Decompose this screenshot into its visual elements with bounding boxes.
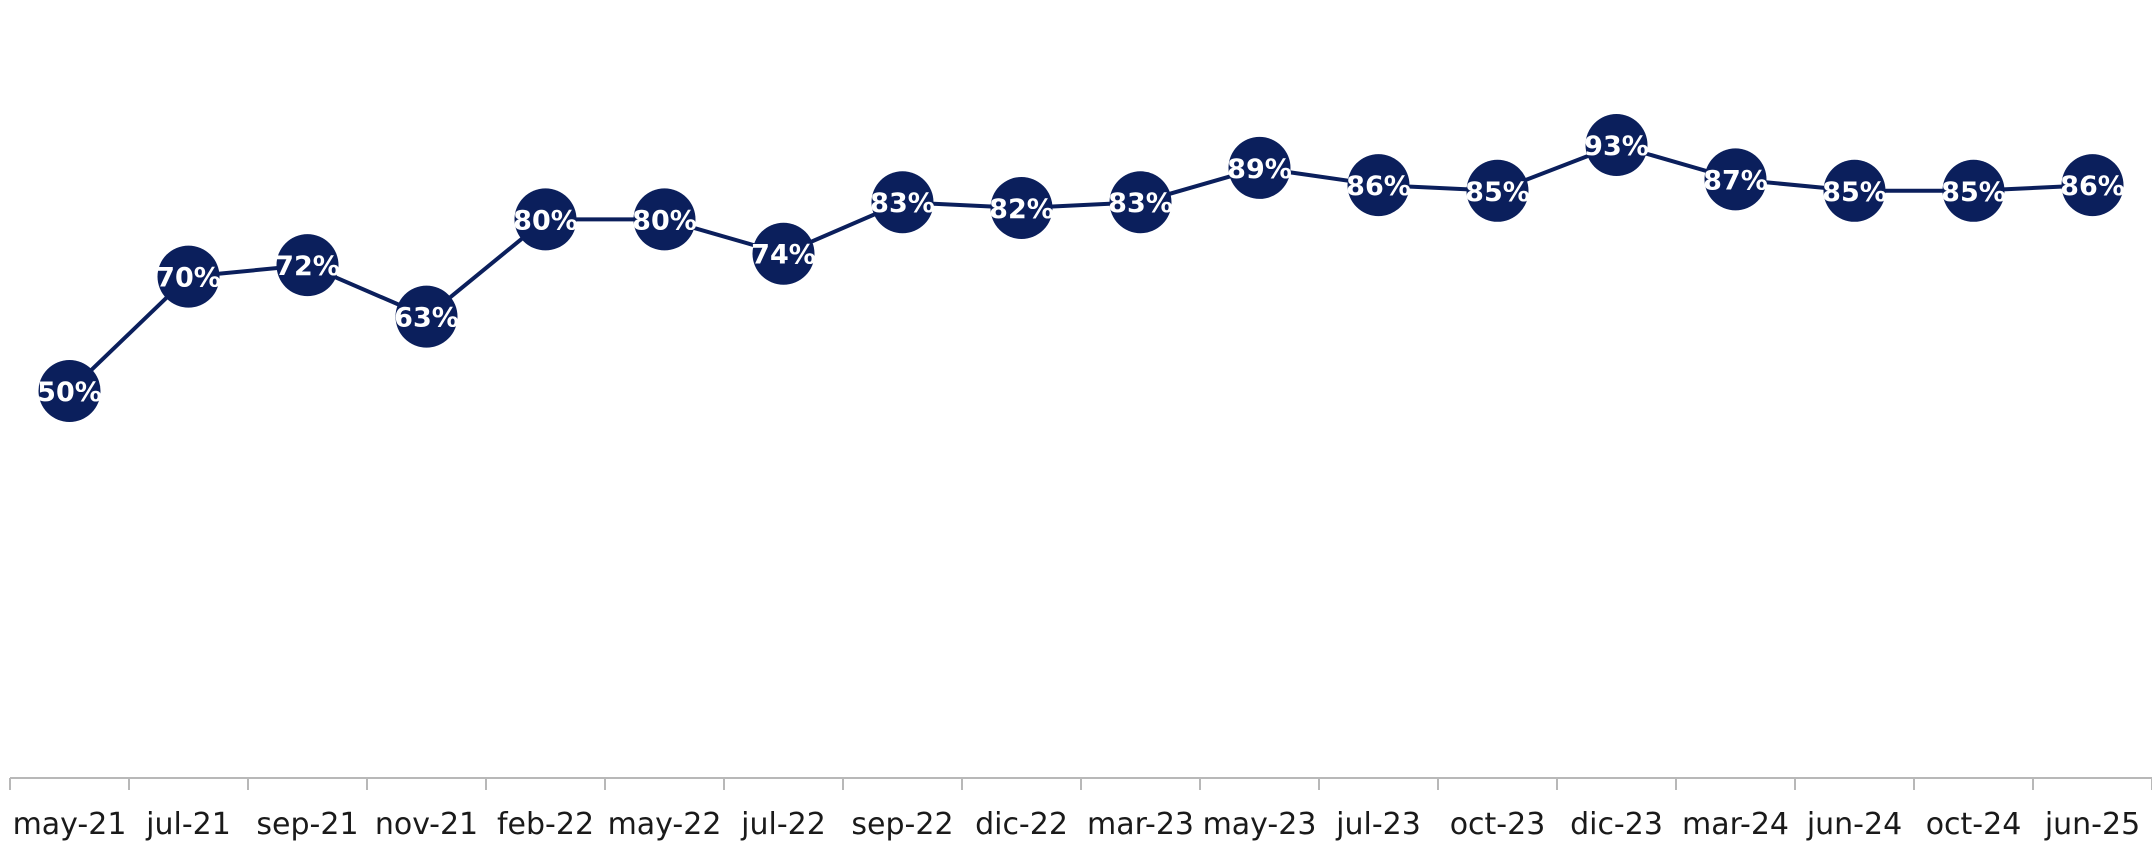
data-point-marker [633,188,696,251]
x-tick-label: jun-25 [2044,807,2140,842]
x-tick-label: oct-23 [1450,807,1546,842]
data-point-marker [1228,136,1291,199]
x-axis-labels: may-21 jul-21 sep-21 nov-21 feb-22 may-22 jul-… [13,807,2141,842]
x-tick-label: jul-21 [145,807,231,842]
data-point-marker [1704,148,1767,211]
data-label: 80% [632,205,697,236]
data-label: 85% [1465,177,1530,208]
data-label: 83% [1108,188,1173,219]
data-label: 85% [1822,177,1887,208]
data-point-marker [1585,114,1648,177]
data-point-marker [514,188,577,251]
data-point-marker [1823,159,1886,222]
x-tick-label: oct-24 [1926,807,2022,842]
x-tick-label: dic-22 [975,807,1068,842]
x-tick-label: nov-21 [375,807,478,842]
data-point-marker [276,234,339,297]
x-tick-label: sep-21 [256,807,358,842]
data-label: 50% [37,377,102,408]
data-label: 72% [275,251,340,282]
x-tick-label: may-22 [608,807,722,842]
data-point-marker [1109,171,1172,234]
data-point-marker [38,360,101,422]
data-markers [38,114,2124,422]
x-tick-label: sep-22 [851,807,953,842]
data-label: 86% [1346,171,1411,202]
data-point-marker [1942,159,2005,222]
data-point-marker [395,285,458,348]
data-label: 63% [394,303,459,334]
x-tick-label: feb-22 [497,807,594,842]
x-tick-label: mar-23 [1087,807,1194,842]
data-point-marker [1466,159,1529,222]
x-tick-label: may-21 [13,807,127,842]
data-label: 86% [2060,171,2125,202]
data-point-marker [871,171,934,234]
data-label: 85% [1941,177,2006,208]
data-label: 89% [1227,154,1292,185]
data-label: 82% [989,194,1054,225]
data-label: 70% [156,263,221,294]
error-bars [62,114,2100,422]
x-axis-ticks [9,778,2152,790]
data-point-marker [1347,154,1410,217]
x-tick-label: jul-22 [740,807,826,842]
x-tick-label: dic-23 [1570,807,1663,842]
x-tick-label: may-23 [1203,807,1317,842]
data-point-marker [752,222,815,285]
data-label: 80% [513,205,578,236]
series-line [68,143,2093,393]
data-point-marker [990,176,1053,239]
x-tick-label: mar-24 [1682,807,1789,842]
data-label: 93% [1584,131,1649,162]
x-tick-label: jun-24 [1806,807,1902,842]
data-point-marker [157,245,220,308]
data-label: 87% [1703,165,1768,196]
x-tick-label: jul-23 [1335,807,1421,842]
data-point-marker [2061,154,2124,217]
data-label: 83% [870,188,935,219]
data-label: 74% [751,240,816,271]
data-labels: 50% 70% 72% 63% 80% 80% 74% 83% 82% 83% 89% 86% 85% 9… [37,131,2125,408]
